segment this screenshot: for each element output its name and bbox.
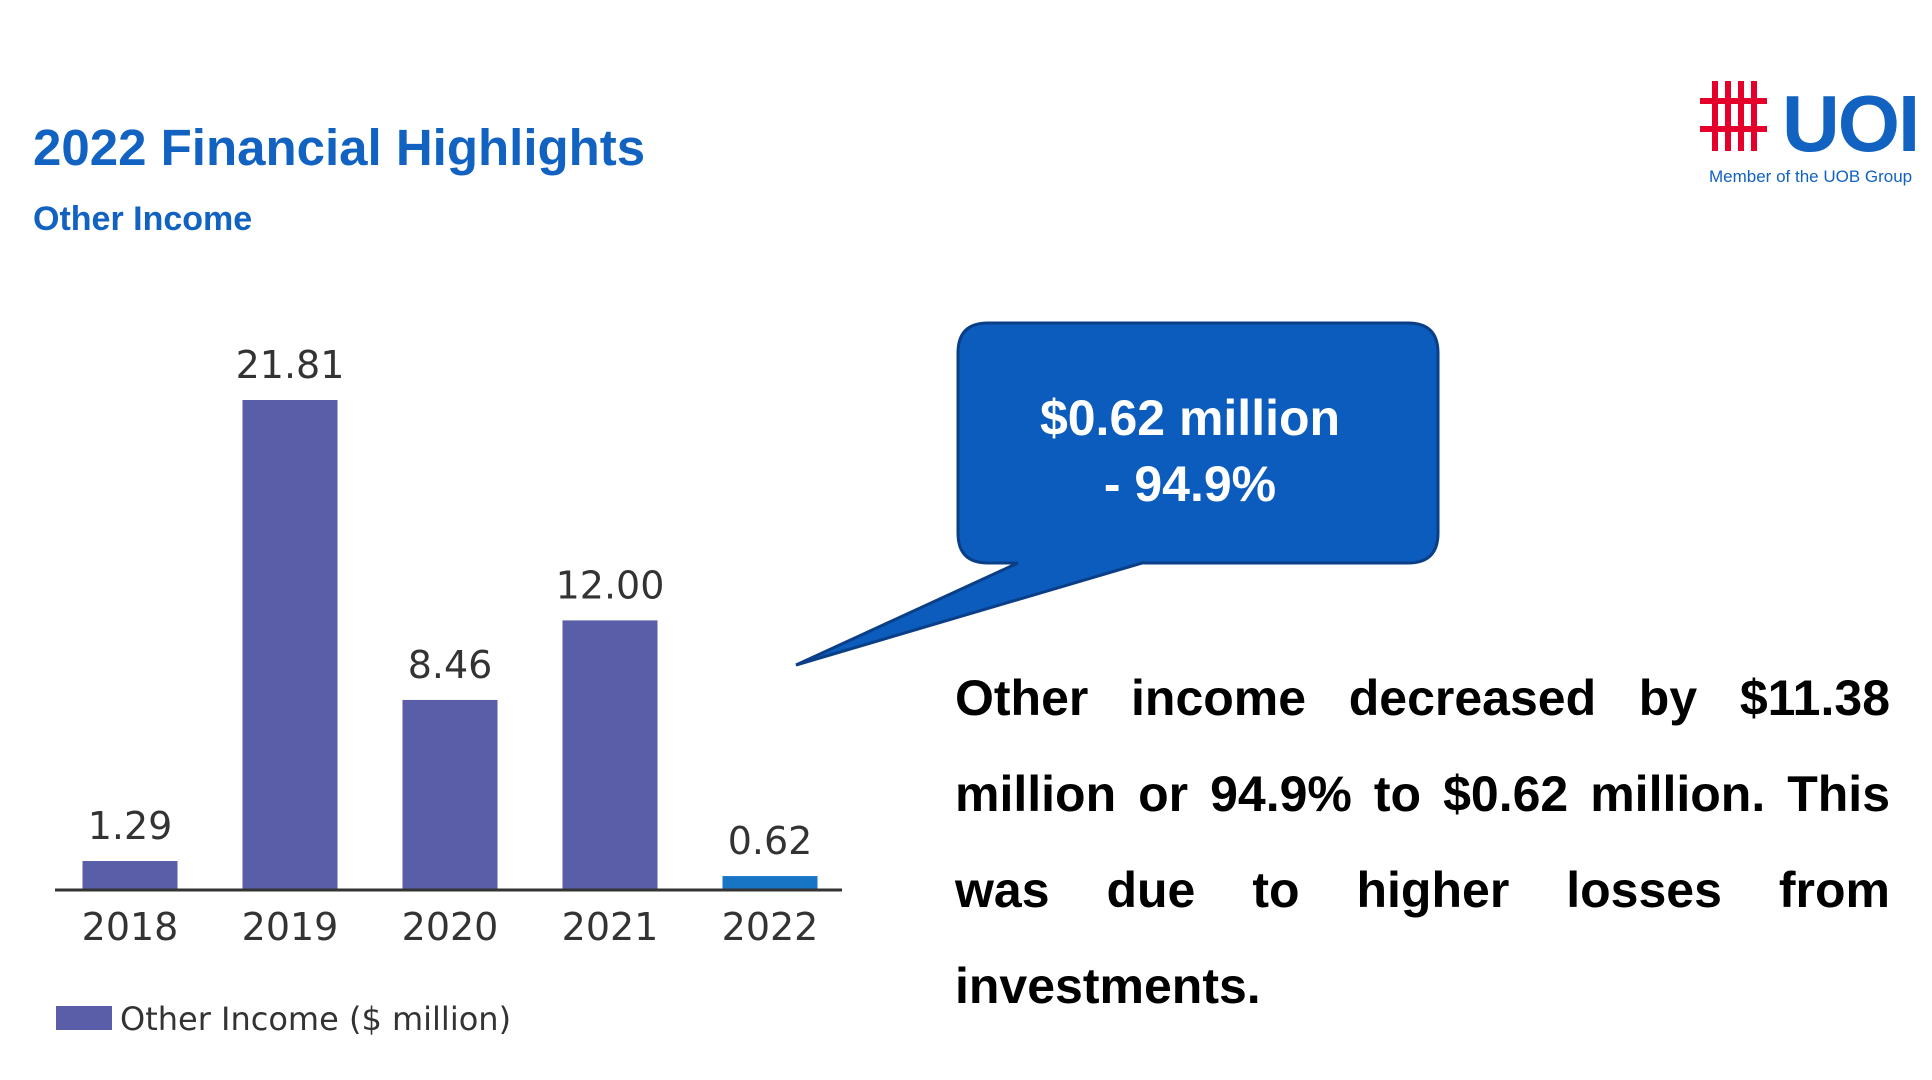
data-label-2018: 1.29 bbox=[88, 804, 173, 848]
bar-2018 bbox=[82, 861, 178, 890]
x-tick-2019: 2019 bbox=[242, 905, 339, 949]
data-label-2022: 0.62 bbox=[728, 819, 813, 863]
bar-2019 bbox=[242, 400, 338, 890]
x-tick-2021: 2021 bbox=[562, 905, 659, 949]
bar-2020 bbox=[402, 699, 498, 890]
logo-tagline: Member of the UOB Group bbox=[1709, 167, 1913, 186]
x-tick-2018: 2018 bbox=[82, 905, 179, 949]
callout-text: $0.62 million - 94.9% bbox=[940, 385, 1440, 517]
x-tick-2022: 2022 bbox=[722, 905, 819, 949]
callout-amount: $0.62 million bbox=[1039, 390, 1341, 446]
bar-2021 bbox=[562, 620, 658, 890]
callout-shape bbox=[795, 321, 1440, 667]
other-income-bar-chart: 1.29 2018 21.81 2019 8.46 2020 12.00 2021 0.62 20… bbox=[55, 343, 842, 1038]
callout-change: - 94.9% bbox=[1103, 456, 1277, 512]
callout-bubble bbox=[795, 321, 1440, 667]
bar-2022 bbox=[722, 876, 818, 890]
commentary-text: Other income decreased by $11.38 million… bbox=[955, 670, 1890, 1014]
data-label-2020: 8.46 bbox=[408, 643, 493, 687]
data-label-2019: 21.81 bbox=[236, 343, 345, 387]
legend-label: Other Income ($ million) bbox=[120, 1000, 511, 1038]
page-title: 2022 Financial Highlights bbox=[33, 119, 646, 176]
x-tick-2020: 2020 bbox=[402, 905, 499, 949]
data-label-2021: 12.00 bbox=[556, 563, 665, 607]
uoi-hash-logo-icon bbox=[1700, 81, 1767, 151]
legend-swatch bbox=[56, 1006, 112, 1030]
page-subtitle: Other Income bbox=[33, 200, 253, 238]
logo-wordmark: UOI bbox=[1782, 79, 1920, 168]
